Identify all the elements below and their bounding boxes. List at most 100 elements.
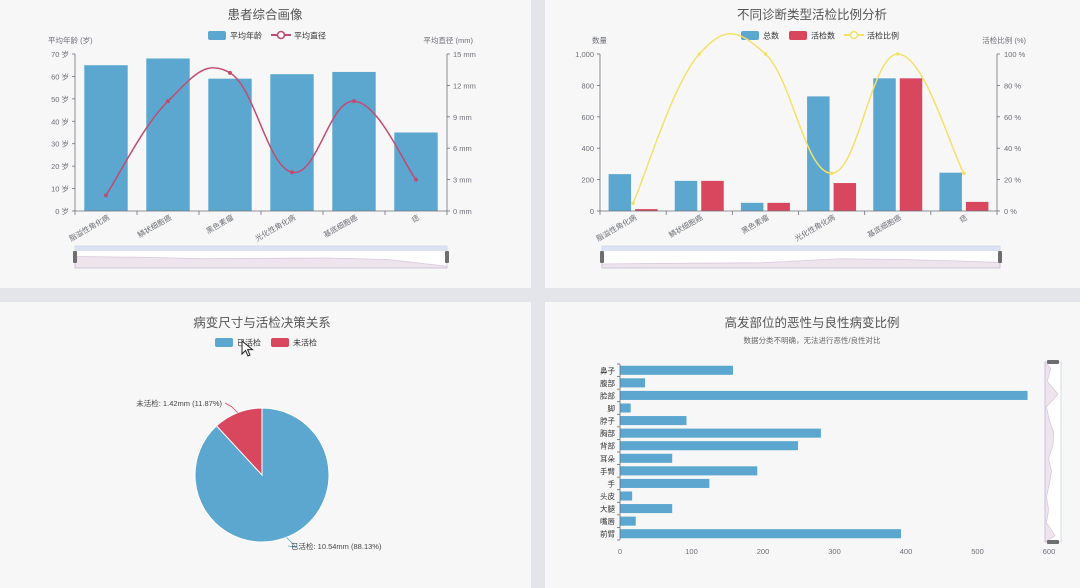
y-right-tick-label: 0 mm bbox=[453, 207, 472, 216]
bar-biopsy-count-5[interactable] bbox=[965, 201, 989, 211]
legend-avg-diameter-label[interactable]: 平均直径 bbox=[294, 31, 326, 41]
bar-avg-age-0[interactable] bbox=[84, 65, 128, 211]
bar-total-0[interactable] bbox=[608, 174, 632, 211]
legend-biopsy-count-label[interactable]: 活检数 bbox=[811, 31, 835, 41]
x-tick-label: 200 bbox=[757, 547, 770, 556]
bar-biopsy-count-1[interactable] bbox=[701, 180, 724, 211]
legend-biopsy-ratio-swatch-dot bbox=[849, 30, 859, 40]
legend-not-biopsied-label[interactable]: 未活检 bbox=[293, 338, 317, 348]
bar-body-site-4[interactable] bbox=[620, 416, 687, 426]
bar-body-site-10[interactable] bbox=[620, 491, 633, 501]
bar-avg-age-1[interactable] bbox=[146, 58, 190, 211]
x-tick-label: 500 bbox=[971, 547, 984, 556]
body-site-bar-chart: 高发部位的恶性与良性病变比例数据分类不明确，无法进行恶性/良性对比鼻子腹部脸部脚… bbox=[600, 315, 1062, 556]
bar-total-1[interactable] bbox=[674, 180, 698, 211]
bar-avg-age-5[interactable] bbox=[394, 132, 438, 212]
bar-body-site-5[interactable] bbox=[620, 428, 821, 438]
bar-avg-age-4[interactable] bbox=[332, 71, 376, 211]
legend-biopsied-label[interactable]: 已活检 bbox=[237, 338, 261, 348]
legend-biopsy-ratio-label[interactable]: 活检比例 bbox=[867, 31, 899, 41]
x-tick-label: 脂溢性角化病 bbox=[594, 212, 638, 243]
datazoom-handle-right[interactable] bbox=[998, 251, 1002, 263]
bar-body-site-7[interactable] bbox=[620, 453, 673, 463]
point-biopsy-ratio-4[interactable] bbox=[895, 52, 900, 56]
bar-body-site-2[interactable] bbox=[620, 390, 1028, 400]
y-right-tick-label: 80 % bbox=[1004, 81, 1021, 90]
bar-total-3[interactable] bbox=[807, 96, 830, 211]
legend-total-label[interactable]: 总数 bbox=[763, 31, 779, 41]
bar-body-site-0[interactable] bbox=[620, 365, 733, 375]
point-avg-diameter-0[interactable] bbox=[104, 193, 108, 198]
y-tick-label: 手臂 bbox=[600, 466, 615, 476]
point-biopsy-ratio-0[interactable] bbox=[631, 201, 635, 205]
legend-avg-age-label[interactable]: 平均年龄 bbox=[230, 31, 262, 41]
y-tick-label: 背部 bbox=[600, 441, 615, 451]
point-avg-diameter-4[interactable] bbox=[352, 99, 356, 104]
x-tick-label: 光化性角化病 bbox=[253, 212, 297, 243]
y-right-tick-label: 40 % bbox=[1004, 144, 1021, 153]
bar-biopsy-count-4[interactable] bbox=[899, 78, 923, 212]
bar-body-site-3[interactable] bbox=[620, 403, 631, 413]
datazoom-handle-left[interactable] bbox=[73, 251, 77, 263]
y-right-axis-label: 平均直径 (mm) bbox=[423, 35, 473, 45]
y-right-tick-label: 12 mm bbox=[453, 81, 476, 90]
y-tick-label: 鼻子 bbox=[600, 365, 615, 375]
point-biopsy-ratio-2[interactable] bbox=[763, 52, 768, 56]
y-tick-label: 头皮 bbox=[600, 491, 615, 501]
legend-biopsy-count-swatch bbox=[789, 31, 807, 40]
y-left-axis-label: 数量 bbox=[592, 35, 607, 45]
point-avg-diameter-2[interactable] bbox=[228, 70, 232, 75]
point-avg-diameter-3[interactable] bbox=[290, 170, 294, 175]
point-biopsy-ratio-1[interactable] bbox=[697, 52, 702, 56]
pie-label-line-not-biopsied bbox=[224, 402, 238, 413]
bar-body-site-6[interactable] bbox=[620, 441, 799, 451]
pie-label-biopsied: 已活检: 10.54mm (88.13%) bbox=[291, 541, 382, 551]
y-left-tick-label: 400 bbox=[581, 144, 594, 153]
bar-body-site-8[interactable] bbox=[620, 466, 758, 476]
y-left-tick-label: 50 岁 bbox=[51, 94, 69, 104]
chart-panel-size-biopsy: 病变尺寸与活检决策关系 已活检 未活检 已活检: 10.54mm (88.13%) 未活… bbox=[0, 302, 531, 588]
legend-avg-diameter-swatch-dot bbox=[276, 30, 286, 40]
y-left-tick-label: 200 bbox=[581, 176, 594, 185]
datazoom-handle-left[interactable] bbox=[600, 251, 604, 263]
y-left-tick-label: 20 岁 bbox=[51, 161, 69, 171]
chart-title: 患者综合画像 bbox=[227, 7, 303, 22]
y-left-tick-label: 0 bbox=[590, 207, 594, 216]
bar-total-2[interactable] bbox=[740, 202, 764, 211]
y-left-axis-label: 平均年龄 (岁) bbox=[48, 35, 93, 45]
x-tick-label: 脂溢性角化病 bbox=[67, 212, 111, 243]
datazoom-handle-right[interactable] bbox=[445, 251, 449, 263]
bar-body-site-12[interactable] bbox=[620, 516, 636, 526]
y-right-tick-label: 3 mm bbox=[453, 176, 472, 185]
chart-title: 高发部位的恶性与良性病变比例 bbox=[724, 315, 899, 330]
bar-biopsy-count-2[interactable] bbox=[767, 202, 790, 211]
x-tick-label: 0 bbox=[618, 547, 622, 556]
bar-total-4[interactable] bbox=[873, 78, 896, 212]
x-tick-label: 鳞状细胞癌 bbox=[136, 212, 174, 240]
datazoom-handle-bottom[interactable] bbox=[1047, 540, 1059, 544]
legend-not-biopsied-swatch bbox=[271, 338, 289, 347]
point-avg-diameter-5[interactable] bbox=[414, 177, 418, 182]
chart-subtitle: 数据分类不明确，无法进行恶性/良性对比 bbox=[743, 335, 881, 345]
bar-body-site-11[interactable] bbox=[620, 504, 673, 514]
point-avg-diameter-1[interactable] bbox=[166, 99, 170, 104]
chart-title: 病变尺寸与活检决策关系 bbox=[193, 315, 331, 330]
bar-body-site-1[interactable] bbox=[620, 378, 646, 388]
bar-body-site-9[interactable] bbox=[620, 478, 710, 488]
bar-avg-age-2[interactable] bbox=[208, 78, 252, 212]
datazoom-handle-top[interactable] bbox=[1047, 360, 1059, 364]
x-tick-label: 痣 bbox=[410, 212, 422, 225]
bar-body-site-13[interactable] bbox=[620, 529, 901, 539]
bar-total-5[interactable] bbox=[939, 172, 962, 211]
y-tick-label: 胸部 bbox=[600, 428, 615, 438]
y-right-tick-label: 6 mm bbox=[453, 144, 472, 153]
y-left-tick-label: 40 岁 bbox=[51, 116, 69, 126]
bar-biopsy-count-3[interactable] bbox=[833, 183, 857, 211]
point-biopsy-ratio-5[interactable] bbox=[962, 171, 966, 176]
x-tick-label: 黑色素瘤 bbox=[204, 212, 235, 236]
bar-biopsy-count-0[interactable] bbox=[635, 209, 658, 211]
point-biopsy-ratio-3[interactable] bbox=[829, 171, 834, 176]
bar-avg-age-3[interactable] bbox=[270, 74, 314, 211]
